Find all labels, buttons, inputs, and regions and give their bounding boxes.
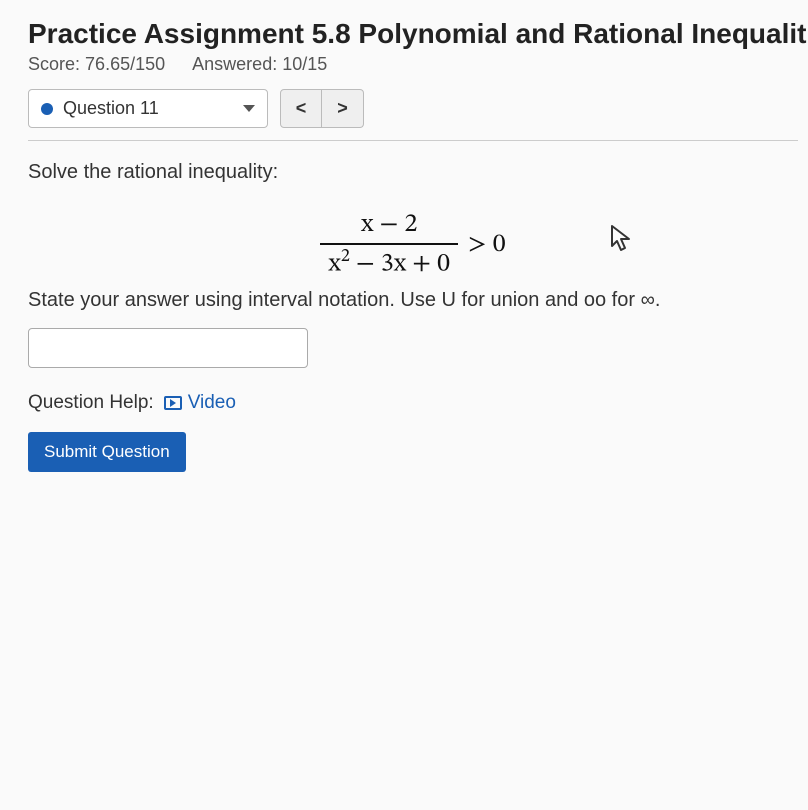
page-title: Practice Assignment 5.8 Polynomial and R…: [28, 18, 798, 50]
video-icon: [164, 396, 182, 410]
video-help-label: Video: [188, 392, 236, 414]
divider: [28, 140, 798, 141]
score-value: 76.65/150: [85, 54, 165, 74]
answered-label: Answered:: [192, 54, 277, 74]
relation-symbol: >: [468, 229, 487, 262]
prev-question-button[interactable]: <: [280, 89, 322, 128]
chevron-down-icon: [243, 105, 255, 112]
video-help-link[interactable]: Video: [164, 392, 236, 414]
fraction: x − 2 x2 − 3x + 0: [320, 210, 458, 281]
problem-prompt: Solve the rational inequality:: [28, 161, 798, 184]
rhs-value: 0: [493, 229, 506, 262]
question-selector-label: Question 11: [63, 98, 233, 119]
answer-instruction: State your answer using interval notatio…: [28, 289, 798, 312]
question-status-dot-icon: [41, 103, 53, 115]
question-nav-buttons: < >: [280, 89, 364, 128]
inequality-rhs: > 0: [468, 210, 506, 281]
question-selector[interactable]: Question 11: [28, 89, 268, 128]
inequality-formula: x − 2 x2 − 3x + 0 > 0: [28, 210, 798, 281]
score-line: Score: 76.65/150 Answered: 10/15: [28, 54, 798, 75]
question-help-row: Question Help: Video: [28, 392, 798, 414]
fraction-denominator: x2 − 3x + 0: [320, 247, 458, 281]
answered-value: 10/15: [282, 54, 327, 74]
question-nav-row: Question 11 < >: [28, 89, 798, 128]
fraction-bar: [320, 243, 458, 245]
score-label: Score:: [28, 54, 80, 74]
answer-input[interactable]: [28, 328, 308, 368]
fraction-numerator: x − 2: [353, 210, 425, 241]
next-question-button[interactable]: >: [322, 89, 364, 128]
submit-question-button[interactable]: Submit Question: [28, 432, 186, 472]
question-help-label: Question Help:: [28, 392, 154, 414]
